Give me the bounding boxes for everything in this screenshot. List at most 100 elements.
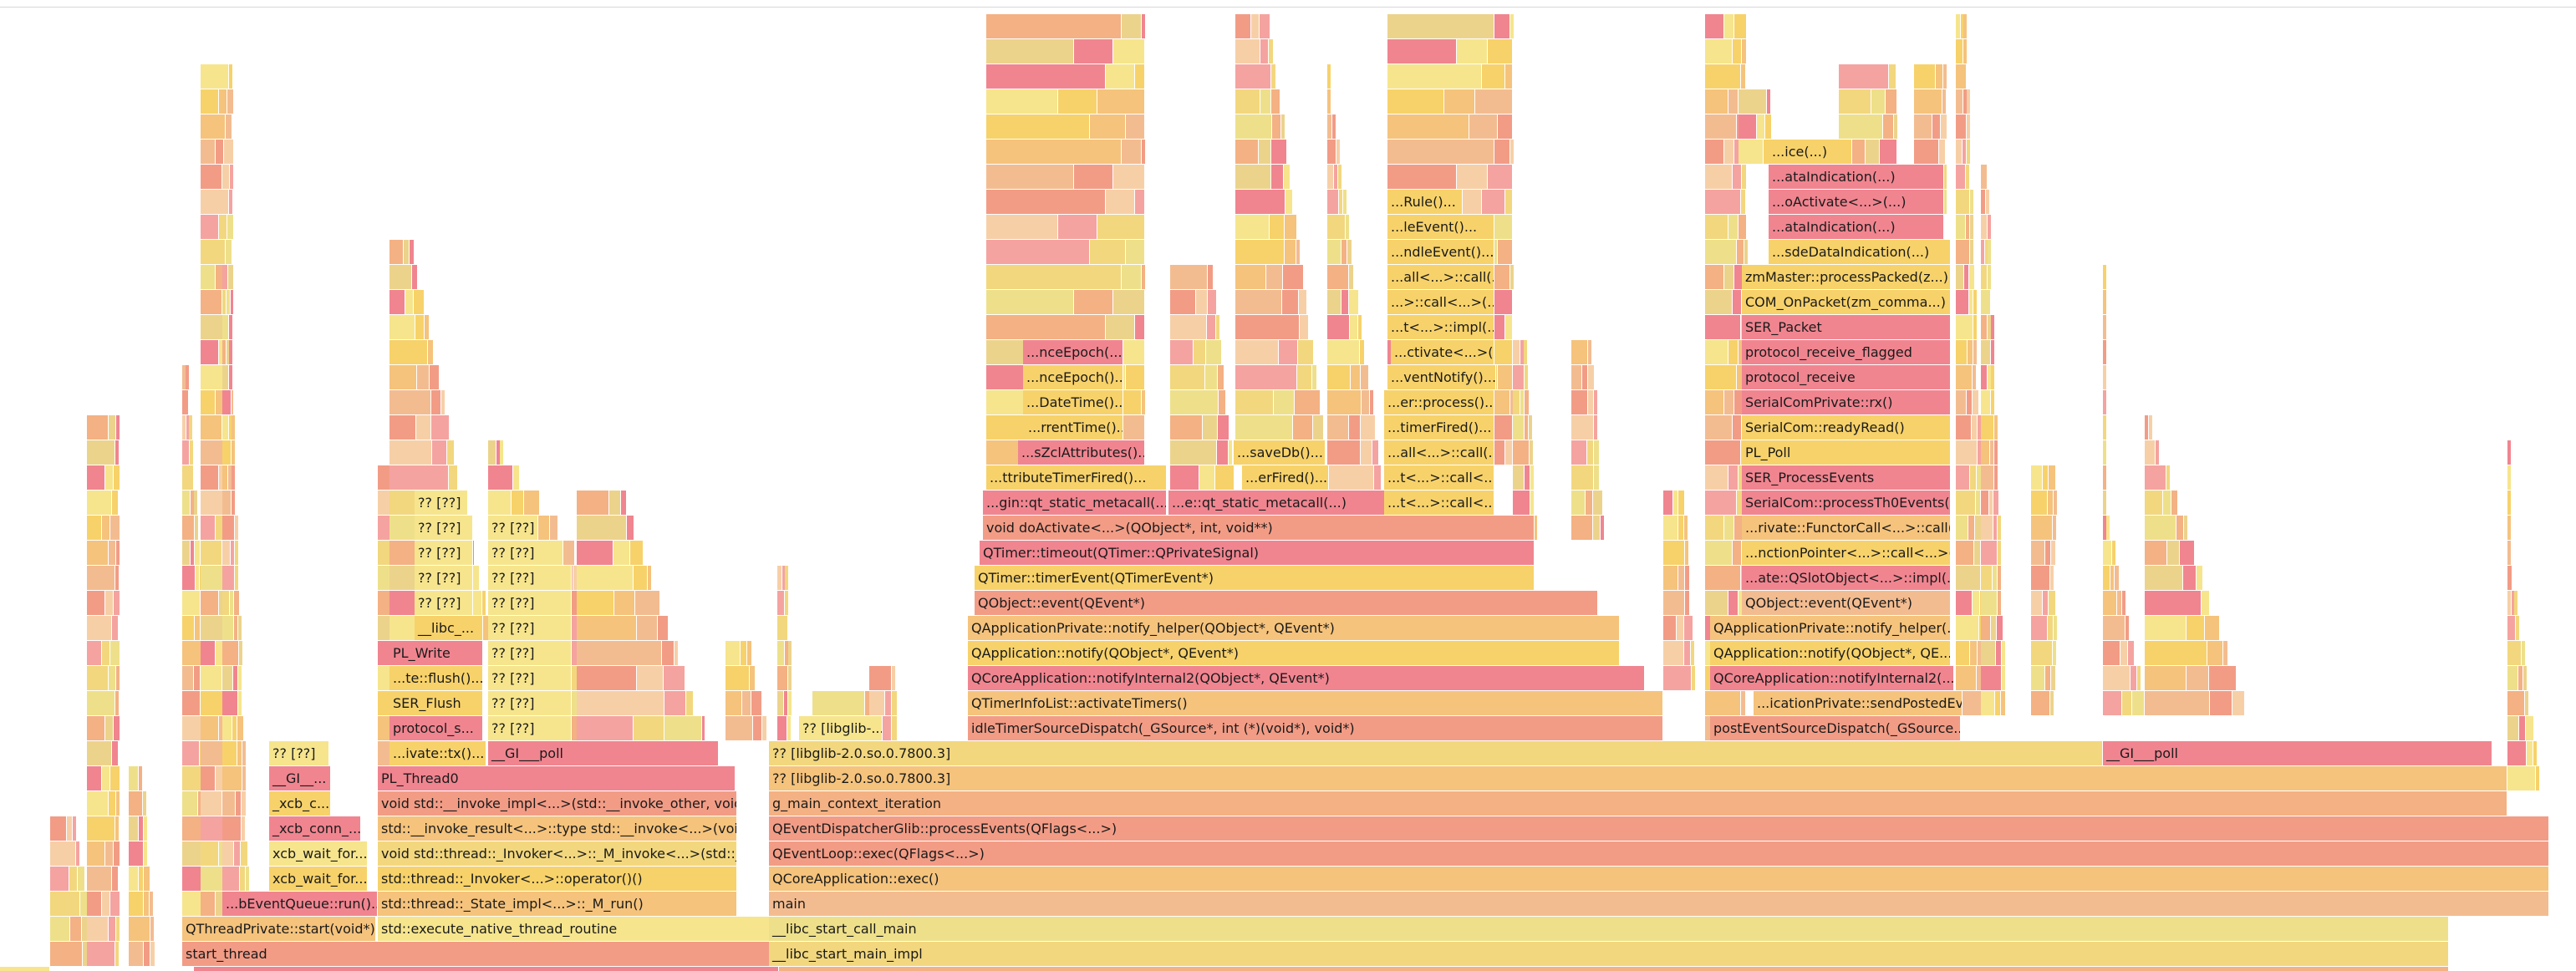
stack-frame[interactable]	[627, 516, 634, 541]
stack-frame[interactable]	[87, 541, 109, 566]
stack-frame[interactable]	[222, 766, 242, 791]
stack-frame[interactable]	[1571, 390, 1588, 415]
stack-frame[interactable]	[1387, 114, 1469, 140]
stack-frame[interactable]	[1334, 165, 1338, 190]
stack-frame[interactable]	[1705, 516, 1724, 541]
stack-frame[interactable]	[1956, 315, 1973, 340]
stack-frame[interactable]	[234, 841, 241, 867]
stack-frame[interactable]	[1126, 240, 1145, 265]
stack-frame[interactable]	[1593, 516, 1601, 541]
stack-frame[interactable]	[2526, 716, 2534, 741]
stack-frame[interactable]	[182, 641, 201, 666]
stack-frame-gin-qt-static-1[interactable]: ...gin::qt_static_metacall(...)	[983, 491, 1167, 516]
stack-frame[interactable]	[150, 917, 155, 942]
stack-frame[interactable]	[488, 440, 496, 465]
stack-frame[interactable]	[1990, 440, 1994, 465]
stack-frame[interactable]	[1122, 14, 1142, 39]
stack-frame[interactable]	[1235, 14, 1251, 39]
stack-frame[interactable]	[1327, 265, 1349, 290]
stack-frame[interactable]	[2043, 465, 2049, 491]
stack-frame-qtimerinfolist[interactable]: QTimerInfoList::activateTimers()	[968, 691, 1663, 716]
stack-frame[interactable]	[1387, 140, 1494, 165]
stack-frame[interactable]	[1206, 340, 1222, 365]
stack-frame[interactable]	[577, 541, 613, 566]
stack-frame[interactable]	[1996, 641, 2002, 666]
stack-frame[interactable]	[2197, 566, 2203, 591]
stack-frame[interactable]	[869, 666, 892, 691]
stack-frame[interactable]	[182, 741, 200, 766]
stack-frame[interactable]	[785, 591, 789, 616]
stack-frame[interactable]	[389, 415, 416, 440]
stack-frame[interactable]	[986, 39, 1074, 64]
stack-frame[interactable]	[222, 340, 227, 365]
stack-frame[interactable]	[1235, 315, 1300, 340]
stack-frame[interactable]	[725, 716, 753, 741]
stack-frame[interactable]	[237, 716, 244, 741]
stack-frame[interactable]	[129, 841, 144, 867]
stack-frame[interactable]	[1956, 190, 1970, 215]
stack-frame[interactable]	[1259, 140, 1271, 165]
stack-frame[interactable]	[1170, 440, 1217, 465]
stack-frame-xcb-wait-for-1[interactable]: xcb_wait_for...	[269, 867, 368, 892]
stack-frame[interactable]	[2507, 616, 2516, 641]
stack-frame-qapppriv-notify-2[interactable]: QApplicationPrivate::notify_helper(...)	[1710, 616, 1951, 641]
stack-frame[interactable]	[1737, 240, 1744, 265]
stack-frame[interactable]	[139, 766, 143, 791]
stack-frame[interactable]	[1663, 516, 1678, 541]
stack-frame[interactable]	[1586, 491, 1593, 516]
stack-frame-qeventdispatcherglib[interactable]: QEventDispatcherGlib::processEvents(QFla…	[769, 816, 2549, 841]
stack-frame[interactable]	[227, 290, 231, 315]
stack-frame[interactable]	[441, 390, 445, 415]
stack-frame[interactable]	[182, 616, 195, 641]
stack-frame[interactable]	[404, 240, 410, 265]
stack-frame[interactable]	[1235, 165, 1271, 190]
stack-frame[interactable]	[1235, 365, 1297, 390]
stack-frame-qtimer-timeout[interactable]: QTimer::timeout(QTimer::QPrivateSignal)	[980, 541, 1535, 566]
stack-frame-qq-c[interactable]: ?? [??]	[488, 716, 572, 741]
stack-frame-qcoreapp-exec[interactable]: QCoreApplication::exec()	[769, 867, 2549, 892]
stack-frame[interactable]	[1994, 465, 1998, 491]
stack-frame[interactable]	[1281, 114, 1285, 140]
stack-frame[interactable]	[1271, 89, 1280, 114]
stack-frame-all-call-2[interactable]: ...all<...>::call(...)	[1387, 265, 1494, 290]
stack-frame[interactable]	[2050, 566, 2054, 591]
stack-frame[interactable]	[741, 641, 747, 666]
stack-frame[interactable]	[1956, 240, 1970, 265]
stack-frame[interactable]	[1685, 541, 1689, 566]
stack-frame[interactable]	[1457, 165, 1488, 190]
stack-frame-libglib-3[interactable]: ?? [libglib-...	[799, 716, 883, 741]
stack-frame[interactable]	[182, 867, 204, 892]
stack-frame[interactable]	[2103, 365, 2107, 390]
stack-frame[interactable]	[201, 415, 222, 440]
stack-frame[interactable]	[150, 942, 155, 967]
stack-frame-protocol-s[interactable]: protocol_s...	[389, 716, 483, 741]
stack-frame[interactable]	[2031, 666, 2045, 691]
stack-frame[interactable]	[1981, 641, 1996, 666]
stack-frame[interactable]	[986, 315, 1106, 340]
stack-frame[interactable]	[1282, 290, 1299, 315]
stack-frame-libc-start-call-main[interactable]: __libc_start_call_main	[769, 917, 2449, 942]
stack-frame[interactable]	[2051, 666, 2056, 691]
stack-frame[interactable]	[389, 390, 431, 415]
stack-frame[interactable]	[87, 841, 105, 867]
stack-frame[interactable]	[1973, 390, 1979, 415]
stack-frame[interactable]	[1995, 691, 2001, 716]
stack-frame[interactable]	[182, 390, 189, 415]
stack-frame[interactable]	[2002, 641, 2006, 666]
stack-frame[interactable]	[405, 290, 414, 315]
stack-frame[interactable]	[1981, 315, 1988, 340]
stack-frame[interactable]	[1498, 114, 1513, 140]
stack-frame-t-impl[interactable]: ...t<...>::impl(...)	[1387, 315, 1494, 340]
stack-frame[interactable]	[1525, 465, 1530, 491]
stack-frame[interactable]	[2522, 641, 2526, 666]
stack-frame[interactable]	[1956, 114, 1967, 140]
stack-frame[interactable]	[144, 867, 150, 892]
stack-frame[interactable]	[1090, 114, 1126, 140]
stack-frame[interactable]	[1967, 89, 1971, 114]
stack-frame[interactable]	[1963, 140, 1967, 165]
stack-frame[interactable]	[2053, 641, 2057, 666]
stack-frame[interactable]	[1742, 165, 1747, 190]
stack-frame[interactable]	[1058, 89, 1097, 114]
stack-frame[interactable]	[2145, 491, 2163, 516]
stack-frame[interactable]	[1705, 541, 1733, 566]
